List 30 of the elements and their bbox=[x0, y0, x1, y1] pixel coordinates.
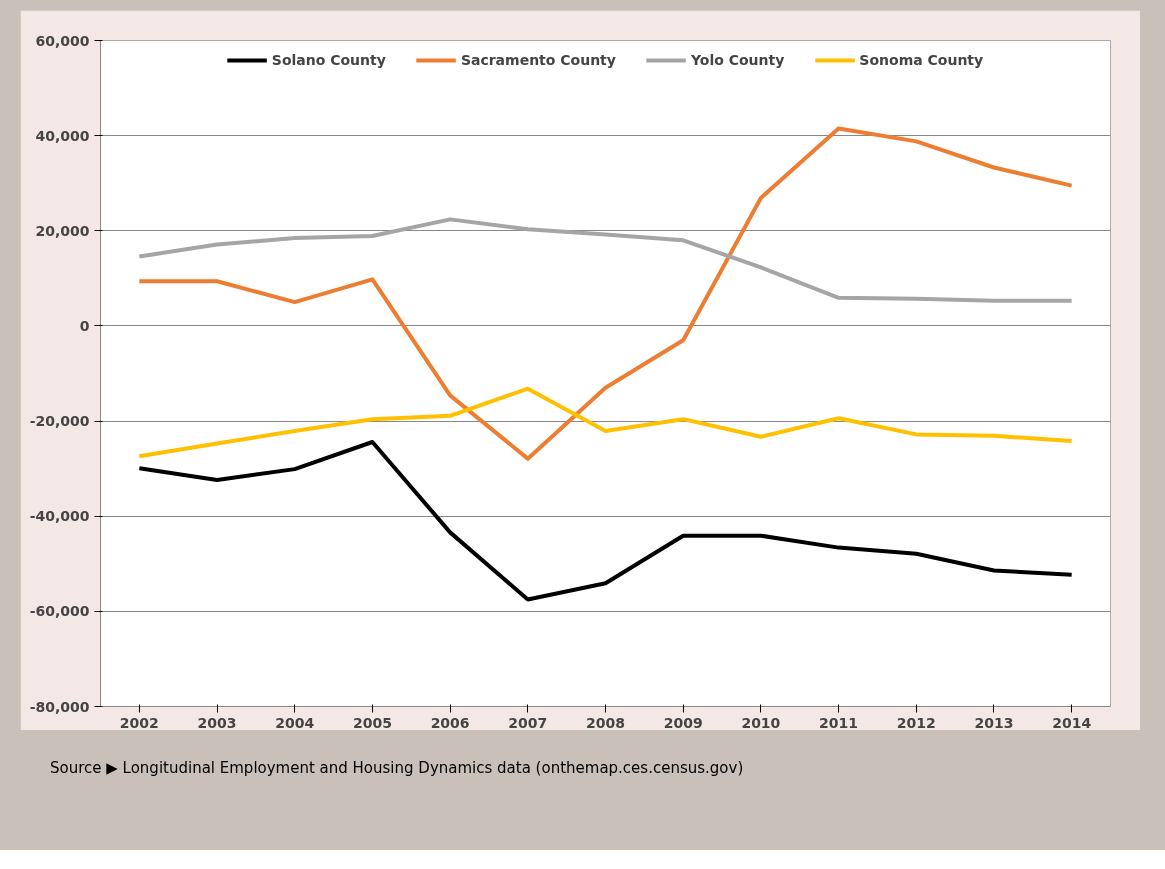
x-tick-label: 2014 bbox=[1052, 714, 1092, 731]
x-tick-label: 2012 bbox=[896, 714, 936, 731]
y-tick-label: -20,000 bbox=[29, 413, 90, 430]
x-tick-label: 2005 bbox=[352, 714, 392, 731]
line-series bbox=[137, 440, 1074, 602]
x-tick-label: 2010 bbox=[741, 714, 781, 731]
y-tick-label: 20,000 bbox=[35, 222, 90, 239]
y-tick-label: -40,000 bbox=[29, 508, 90, 525]
x-tick-label: 2011 bbox=[819, 714, 859, 731]
x-tick-label: 2003 bbox=[197, 714, 237, 731]
x-tick-label: 2013 bbox=[974, 714, 1014, 731]
legend-label: Sonoma County bbox=[859, 52, 984, 68]
line-series bbox=[137, 126, 1074, 461]
line-series bbox=[137, 217, 1074, 303]
y-tick-label: -60,000 bbox=[29, 603, 90, 620]
line-series bbox=[137, 386, 1074, 459]
y-tick-label: 40,000 bbox=[35, 127, 90, 144]
legend-label: Yolo County bbox=[690, 52, 785, 68]
x-tick-label: 2006 bbox=[430, 714, 470, 731]
legend-label: Solano County bbox=[271, 52, 386, 68]
x-tick-label: 2002 bbox=[119, 714, 159, 731]
x-tick-label: 2009 bbox=[663, 714, 703, 731]
legend-label: Sacramento County bbox=[460, 52, 616, 68]
x-tick-label: 2008 bbox=[586, 714, 625, 731]
x-tick-label: 2007 bbox=[508, 714, 548, 731]
x-tick-label: 2004 bbox=[275, 714, 315, 731]
y-tick-label: 60,000 bbox=[35, 32, 90, 49]
source-note: Source ▶ Longitudinal Employment and Housing Dynamics data (onthemap.ces.census.gov) bbox=[50, 758, 744, 779]
y-tick-label: 0 bbox=[79, 317, 90, 334]
y-tick-label: -80,000 bbox=[29, 698, 90, 715]
